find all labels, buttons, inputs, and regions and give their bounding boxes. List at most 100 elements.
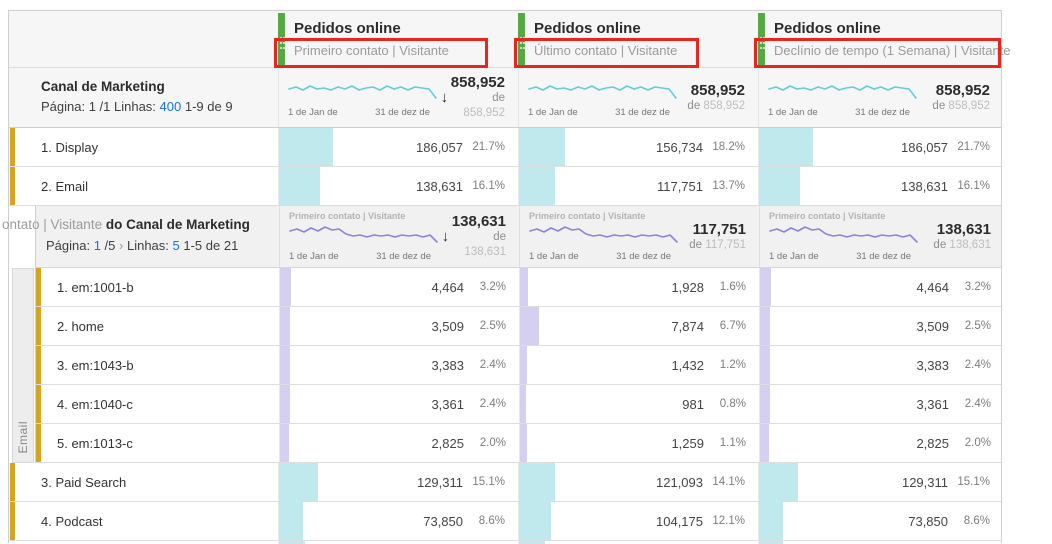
- date-range-labels: 1 de Jan de 31 de dez de: [769, 251, 911, 262]
- cell-value: 3,361: [431, 396, 464, 412]
- metric-value-cell[interactable]: 4,464 3.2%: [279, 268, 519, 306]
- metric-value-cell[interactable]: 2,825 2.0%: [279, 424, 519, 462]
- cell-value: 2,825: [916, 435, 949, 451]
- cell-value: 138,631: [416, 178, 463, 194]
- row-label[interactable]: 5. em:1013-c: [57, 435, 133, 451]
- metric-value-cell[interactable]: 104,175 12.1%: [518, 502, 758, 540]
- total-value: 138,631: [936, 220, 991, 238]
- cell-percent: 15.1%: [472, 476, 505, 488]
- metric-value-cell[interactable]: 3,361 2.4%: [279, 385, 519, 423]
- pagination-text: /5: [100, 238, 116, 253]
- cell-percent: 2.5%: [479, 320, 506, 332]
- row-label[interactable]: 3. Paid Search: [41, 474, 127, 490]
- metric-value-cell[interactable]: 156,734 18.2%: [518, 128, 758, 166]
- row-label[interactable]: 1. Display: [41, 139, 99, 155]
- metric-value-cell[interactable]: 4,464 3.2%: [759, 268, 1004, 306]
- row-dimension-cell[interactable]: 4. em:1040-c: [36, 385, 279, 423]
- total-of-number: 858,952: [948, 99, 990, 112]
- sort-descending-icon[interactable]: ↓: [440, 89, 449, 106]
- metric-title: Pedidos online: [294, 20, 401, 37]
- cell-percent: 15.1%: [957, 476, 990, 488]
- metric-total: 117,751 de 117,751: [689, 221, 746, 253]
- metric-value-cell[interactable]: 138,631 16.1%: [758, 167, 1003, 205]
- metric-value-cell[interactable]: 186,057 21.7%: [758, 128, 1003, 166]
- metric-drag-handle-icon[interactable]: [758, 13, 765, 67]
- value-bar: [519, 502, 551, 540]
- total-of-number: 858,952: [703, 99, 745, 112]
- total-value: 117,751: [692, 220, 746, 238]
- metric-value-cell[interactable]: 7,874 6.7%: [519, 307, 759, 345]
- row-dimension-cell[interactable]: 5. em:1013-c: [36, 424, 279, 462]
- sparkline-wrap: Primeiro contato | Visitante 1 de Jan de 3…: [769, 211, 921, 262]
- breakdown-title: ontato | Visitante do Canal de Marketing: [2, 217, 250, 232]
- metric-value-cell[interactable]: 3,509 2.5%: [759, 307, 1004, 345]
- pagination: Página: 1 /1 Linhas: 400 1-9 de 9: [41, 99, 278, 114]
- metric-value-cell[interactable]: 121,093 14.1%: [518, 463, 758, 501]
- cell-value: 3,383: [916, 357, 949, 373]
- pagination-link[interactable]: 5: [172, 238, 180, 253]
- metric-value-cell[interactable]: 1,928 1.6%: [519, 268, 759, 306]
- cell-value: 7,874: [671, 318, 704, 334]
- metric-value-cell[interactable]: 129,311 15.1%: [758, 463, 1003, 501]
- row-dimension-cell[interactable]: 1. Display: [9, 128, 278, 166]
- date-start-label: 1 de Jan de: [528, 106, 578, 118]
- metric-drag-handle-icon[interactable]: [518, 13, 525, 67]
- breakdown-collapse-tab[interactable]: Email: [12, 268, 34, 463]
- trend-sparkline: [288, 84, 437, 99]
- pagination-link[interactable]: 1: [93, 238, 101, 253]
- metric-value-cell[interactable]: 3,383 2.4%: [759, 346, 1004, 384]
- metric-value-cell[interactable]: 2,825 2.0%: [759, 424, 1004, 462]
- cell-value: 138,631: [901, 178, 948, 194]
- metric-value-cell[interactable]: 1,432 1.2%: [519, 346, 759, 384]
- row-dimension-cell[interactable]: 2. home: [36, 307, 279, 345]
- attribution-model-mini-label: Primeiro contato | Visitante: [289, 211, 406, 221]
- cell-value: 117,751: [656, 178, 703, 194]
- row-label[interactable]: 3. em:1043-b: [57, 357, 134, 373]
- value-bar: [279, 463, 318, 501]
- attribution-model-label: Primeiro contato | Visitante: [294, 43, 449, 58]
- metric-value-cell[interactable]: 3,509 2.5%: [279, 307, 519, 345]
- row-label[interactable]: 2. home: [57, 318, 104, 334]
- value-bar: [760, 385, 770, 423]
- metric-total: 138,631 de 138,631: [452, 213, 506, 260]
- row-dimension-cell[interactable]: 3. Paid Search: [9, 463, 278, 501]
- value-bar: [280, 346, 290, 384]
- metric-value-cell[interactable]: 138,631 16.1%: [278, 167, 518, 205]
- table-row: 1. em:1001-b 4,464 3.2% 1,928 1.6% 4,464 3.2%: [36, 268, 1001, 307]
- metric-drag-handle-icon[interactable]: [278, 13, 285, 67]
- metric-value-cell[interactable]: 186,057 21.7%: [278, 128, 518, 166]
- row-label[interactable]: 4. em:1040-c: [57, 396, 133, 412]
- metric-column-header[interactable]: Pedidos online Primeiro contato | Visitan…: [274, 11, 518, 68]
- metric-value-cell[interactable]: 981 0.8%: [519, 385, 759, 423]
- total-value: 858,952: [935, 81, 990, 99]
- value-bar: [279, 502, 303, 540]
- cell-percent: 2.4%: [479, 359, 506, 371]
- row-label[interactable]: 4. Podcast: [41, 513, 103, 529]
- breakdown-parent-label: Email: [16, 421, 30, 454]
- metric-value-cell[interactable]: 3,383 2.4%: [279, 346, 519, 384]
- value-bar: [280, 385, 290, 423]
- value-bar: [760, 424, 769, 462]
- metric-value-cell[interactable]: 117,751 13.7%: [518, 167, 758, 205]
- cell-value: 73,850: [908, 513, 948, 529]
- channel-accent-bar: [10, 167, 15, 205]
- row-dimension-cell[interactable]: 1. em:1001-b: [36, 268, 279, 306]
- value-bar: [279, 128, 333, 166]
- metric-value-cell[interactable]: 73,850 8.6%: [278, 502, 518, 540]
- metric-column-header[interactable]: Pedidos online Último contato | Visitante: [514, 11, 758, 68]
- metric-value-cell[interactable]: 3,361 2.4%: [759, 385, 1004, 423]
- metric-column-header[interactable]: Pedidos online Declínio de tempo (1 Seman…: [754, 11, 1011, 68]
- row-label[interactable]: 1. em:1001-b: [57, 279, 134, 295]
- row-dimension-cell[interactable]: 2. Email: [9, 167, 278, 205]
- pagination-link[interactable]: 400: [159, 99, 182, 114]
- sort-descending-icon[interactable]: ↓: [441, 228, 450, 245]
- value-bar: [760, 346, 770, 384]
- row-dimension-cell[interactable]: 3. em:1043-b: [36, 346, 279, 384]
- row-dimension-cell[interactable]: 4. Podcast: [9, 502, 278, 540]
- row-label[interactable]: 2. Email: [41, 178, 88, 194]
- metric-value-cell[interactable]: 73,850 8.6%: [758, 502, 1003, 540]
- cell-percent: 12.1%: [712, 515, 745, 527]
- metric-value-cell[interactable]: 1,259 1.1%: [519, 424, 759, 462]
- value-bar: [280, 307, 290, 345]
- metric-value-cell[interactable]: 129,311 15.1%: [278, 463, 518, 501]
